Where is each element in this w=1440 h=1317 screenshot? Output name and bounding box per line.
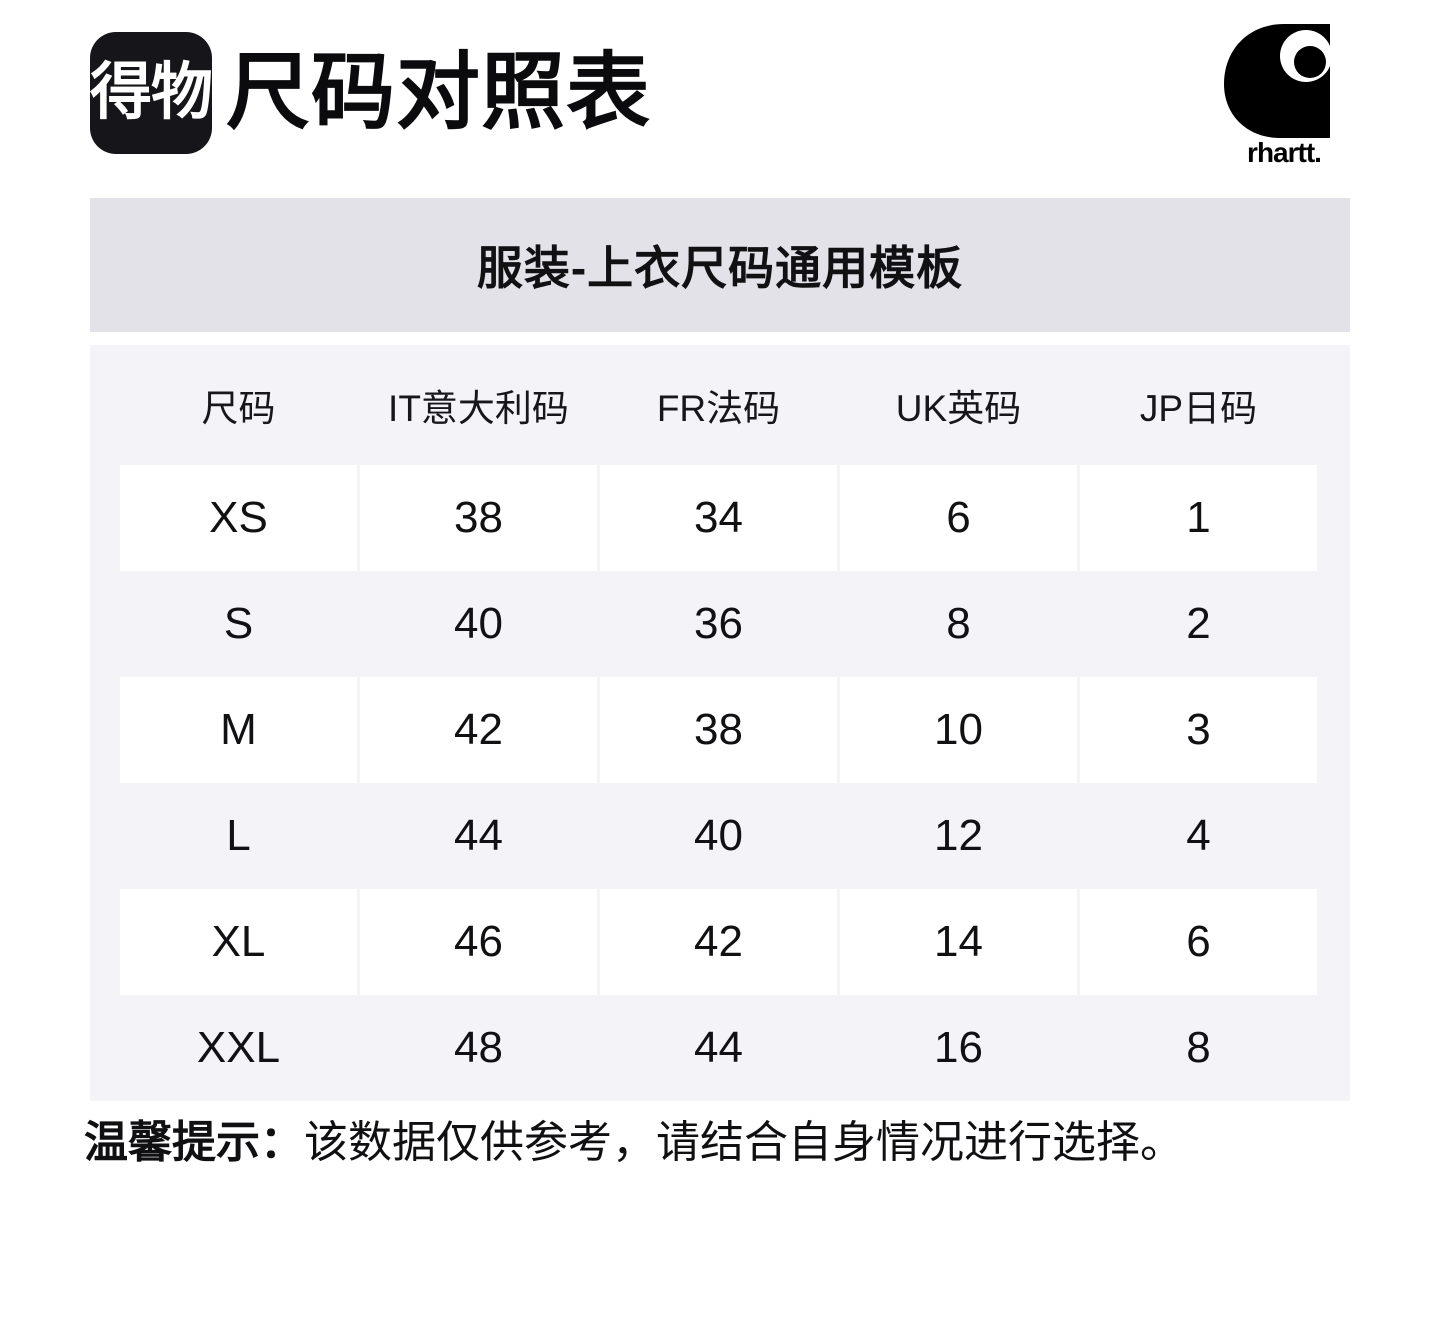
cell-jp: 6 bbox=[1080, 889, 1317, 995]
cell-uk: 10 bbox=[840, 677, 1077, 783]
cell-it: 48 bbox=[454, 1023, 503, 1072]
cell-size: M bbox=[120, 677, 357, 783]
table-body: XS 38 34 6 1 S 40 36 8 2 M 42 38 10 3 L … bbox=[90, 465, 1350, 1101]
cell-size: XS bbox=[120, 465, 357, 571]
cell-fr: 44 bbox=[694, 1023, 743, 1072]
cell-uk: 6 bbox=[840, 465, 1077, 571]
size-chart-title: 服装-上衣尺码通用模板 bbox=[90, 198, 1350, 332]
dewu-logo-text: 得物 bbox=[90, 58, 213, 127]
column-header-jp: JP日码 bbox=[1139, 388, 1258, 429]
cell-uk: 14 bbox=[840, 889, 1077, 995]
page-title: 尺码对照表 bbox=[226, 45, 652, 139]
cell-it: 46 bbox=[360, 889, 597, 995]
cell-jp: 3 bbox=[1080, 677, 1317, 783]
cell-size: XXL bbox=[196, 1023, 281, 1072]
table-row: L 44 40 12 4 bbox=[90, 783, 1350, 889]
disclaimer-text: 该数据仅供参考，请结合自身情况进行选择。 bbox=[304, 1118, 1184, 1167]
cell-uk: 16 bbox=[934, 1023, 983, 1072]
dewu-app-logo: 得物 bbox=[90, 32, 213, 154]
cell-it: 38 bbox=[360, 465, 597, 571]
column-header-it: IT意大利码 bbox=[388, 388, 569, 429]
disclaimer-label: 温馨提示： bbox=[84, 1118, 304, 1167]
cell-uk: 12 bbox=[934, 811, 983, 860]
cell-jp: 4 bbox=[1186, 811, 1211, 860]
cell-it: 40 bbox=[454, 599, 503, 648]
svg-text:rhartt.: rhartt. bbox=[1247, 137, 1321, 166]
table-row: M 42 38 10 3 bbox=[90, 677, 1350, 783]
cell-size: L bbox=[226, 811, 251, 860]
table-row: XXL 48 44 16 8 bbox=[90, 995, 1350, 1101]
size-chart-panel: 服装-上衣尺码通用模板 尺码 IT意大利码 FR法码 UK英码 JP日码 XS … bbox=[90, 198, 1350, 1101]
table-row: XS 38 34 6 1 bbox=[90, 465, 1350, 571]
cell-fr: 40 bbox=[694, 811, 743, 860]
cell-size: S bbox=[223, 599, 254, 648]
title-divider bbox=[90, 332, 1350, 345]
table-row: XL 46 42 14 6 bbox=[90, 889, 1350, 995]
cell-fr: 38 bbox=[600, 677, 837, 783]
cell-fr: 34 bbox=[600, 465, 837, 571]
cell-it: 42 bbox=[360, 677, 597, 783]
cell-size: XL bbox=[120, 889, 357, 995]
cell-it: 44 bbox=[454, 811, 503, 860]
column-header-fr: FR法码 bbox=[656, 388, 781, 429]
table-header-row: 尺码 IT意大利码 FR法码 UK英码 JP日码 bbox=[90, 345, 1350, 465]
cell-jp: 1 bbox=[1080, 465, 1317, 571]
cell-jp: 8 bbox=[1186, 1023, 1211, 1072]
page-header: 得物 尺码对照表 rhartt. bbox=[0, 0, 1440, 180]
column-header-uk: UK英码 bbox=[895, 388, 1022, 429]
cell-fr: 36 bbox=[694, 599, 743, 648]
cell-fr: 42 bbox=[600, 889, 837, 995]
carhartt-logo-icon: rhartt. bbox=[1218, 16, 1350, 166]
disclaimer-note: 温馨提示：该数据仅供参考，请结合自身情况进行选择。 bbox=[84, 1112, 1364, 1174]
cell-uk: 8 bbox=[946, 599, 971, 648]
cell-jp: 2 bbox=[1186, 599, 1211, 648]
table-row: S 40 36 8 2 bbox=[90, 571, 1350, 677]
column-header-size: 尺码 bbox=[201, 388, 276, 429]
